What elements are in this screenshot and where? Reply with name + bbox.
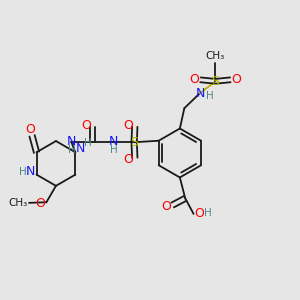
Text: N: N bbox=[26, 165, 35, 178]
Text: H: H bbox=[68, 145, 76, 155]
Text: N: N bbox=[109, 135, 118, 148]
Text: H: H bbox=[19, 167, 27, 177]
Text: H: H bbox=[206, 91, 214, 101]
Text: O: O bbox=[161, 200, 171, 213]
Text: H: H bbox=[204, 208, 212, 218]
Text: CH₃: CH₃ bbox=[8, 198, 27, 208]
Text: H: H bbox=[84, 138, 92, 148]
Text: H: H bbox=[110, 145, 117, 155]
Text: O: O bbox=[81, 119, 91, 132]
Text: O: O bbox=[35, 197, 45, 210]
Text: S: S bbox=[130, 136, 138, 149]
Text: N: N bbox=[196, 87, 205, 100]
Text: S: S bbox=[212, 75, 219, 88]
Text: O: O bbox=[123, 119, 133, 132]
Text: O: O bbox=[26, 123, 35, 136]
Text: CH₃: CH₃ bbox=[206, 51, 225, 61]
Text: O: O bbox=[123, 153, 133, 166]
Text: O: O bbox=[231, 73, 241, 86]
Text: O: O bbox=[190, 73, 200, 86]
Text: N: N bbox=[75, 142, 85, 154]
Text: O: O bbox=[195, 207, 205, 220]
Text: N: N bbox=[67, 135, 76, 148]
